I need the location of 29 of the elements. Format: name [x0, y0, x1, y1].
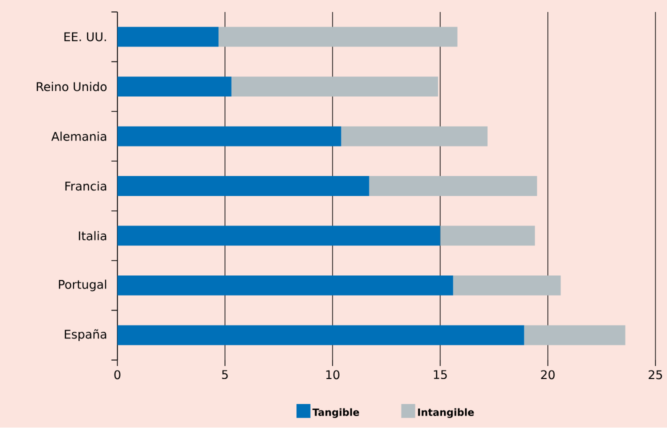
y-tick-label: Francia — [65, 182, 106, 191]
bar — [453, 276, 561, 296]
y-tick-label: EE. UU. — [64, 32, 106, 42]
x-tick-label: 10 — [326, 370, 340, 380]
bar — [440, 226, 535, 246]
x-tick-label: 20 — [541, 370, 555, 380]
x-tick-label: 5 — [222, 370, 228, 380]
bar — [117, 76, 232, 97]
bar — [117, 226, 440, 246]
y-tick-label: Reino Unido — [36, 82, 107, 92]
bar — [117, 325, 524, 346]
bar — [341, 126, 488, 146]
bar — [117, 126, 342, 146]
y-tick-label: España — [64, 329, 106, 342]
x-tick-label: 25 — [648, 370, 662, 380]
y-tick-label: Italia — [78, 231, 106, 240]
bar — [524, 325, 626, 346]
x-tick-label: 15 — [434, 370, 447, 380]
y-tick-label: Portugal — [58, 280, 106, 292]
legend-label: Intangible — [418, 408, 474, 418]
legend-label: Tangible — [312, 408, 360, 418]
bar — [218, 27, 458, 47]
bar — [117, 176, 370, 196]
bar — [231, 76, 438, 97]
x-tick-label: 0 — [114, 370, 120, 380]
bar — [117, 276, 454, 296]
bar — [117, 27, 219, 47]
y-tick-label: Alemania — [51, 132, 106, 142]
bar — [369, 176, 538, 196]
